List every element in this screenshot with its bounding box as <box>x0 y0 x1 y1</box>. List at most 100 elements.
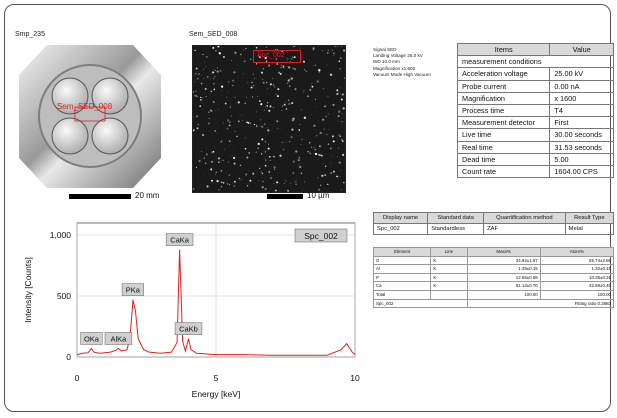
cell: 1.32±0.15 <box>539 264 615 274</box>
col-header: Line <box>430 247 468 257</box>
sem-speck <box>239 53 242 56</box>
y-tick-label: 1,000 <box>50 230 72 240</box>
sem-speck <box>299 165 302 169</box>
sem-speck <box>312 47 315 50</box>
table-row: Acceleration voltage 25.00 kV <box>456 67 614 81</box>
sem-speck <box>212 71 215 74</box>
sem-speck <box>292 46 293 48</box>
cell: ZAF <box>483 223 566 235</box>
sem-speck <box>220 140 222 142</box>
sem-speck <box>326 52 329 54</box>
sem-speck <box>233 71 236 74</box>
sem-speck <box>266 105 269 107</box>
stage-title: Smp_235 <box>15 31 45 38</box>
y-tick-label: 500 <box>57 291 71 301</box>
sem-speck <box>228 81 230 83</box>
sem-speck <box>340 87 342 89</box>
sem-speck <box>253 77 256 80</box>
table-row: Dead time 5.00 <box>456 152 614 166</box>
col-header: Value <box>549 42 614 57</box>
cell: P <box>372 272 432 283</box>
sem-speck <box>283 103 286 106</box>
x-axis-label: Energy [keV] <box>192 389 241 399</box>
sem-speck <box>314 105 316 107</box>
cell: T4 <box>549 103 614 118</box>
sem-speck <box>206 75 209 79</box>
sem-speck <box>277 128 279 130</box>
sem-speck <box>263 109 265 112</box>
sem-speck <box>255 124 257 126</box>
sem-speck <box>232 182 234 184</box>
sem-speck <box>322 87 324 89</box>
sem-speck <box>260 103 263 106</box>
cell: Metal <box>564 223 615 235</box>
sem-speck <box>261 153 263 155</box>
sem-speck <box>229 183 231 186</box>
sem-speck <box>203 69 205 70</box>
sem-speck <box>261 172 264 175</box>
sem-speck <box>199 105 202 108</box>
cell: K <box>430 255 468 266</box>
sem-speck <box>195 67 198 70</box>
sem-speck <box>206 185 209 188</box>
sem-speck <box>251 81 253 84</box>
sem-speck <box>300 109 302 111</box>
sem-speck <box>269 176 273 180</box>
sem-speck <box>292 173 294 175</box>
sem-speck <box>273 166 276 169</box>
cell: Ca <box>372 281 432 291</box>
sem-speck <box>321 174 324 177</box>
sem-speck <box>219 69 222 72</box>
sem-speck <box>331 135 334 138</box>
sem-speck <box>324 105 326 108</box>
sem-speck <box>247 82 249 84</box>
sem-speck <box>222 159 224 161</box>
sem-speck <box>205 55 208 58</box>
peak-label-box <box>165 233 194 246</box>
cell: 30.00 seconds <box>549 128 614 142</box>
sem-speck <box>338 161 341 164</box>
sem-speck <box>319 154 321 157</box>
sem-speck <box>290 58 293 60</box>
sem-speck <box>266 102 269 104</box>
sem-speck <box>260 119 261 121</box>
sem-speck <box>218 157 220 160</box>
sem-speck <box>267 129 270 132</box>
sem-speck <box>245 48 247 50</box>
sem-speck <box>331 49 334 51</box>
sem-speck <box>222 122 224 124</box>
sem-speck <box>288 99 290 101</box>
sem-speck <box>252 84 255 87</box>
sem-speck <box>222 55 225 59</box>
sem-speck <box>229 106 231 108</box>
sem-speck <box>228 91 229 93</box>
sem-speck <box>210 90 212 93</box>
sem-speck <box>279 128 281 130</box>
cell <box>430 289 468 300</box>
sem-speck <box>228 161 229 163</box>
sem-speck <box>317 153 320 156</box>
sem-speck <box>301 57 303 59</box>
sem-speck <box>272 107 274 108</box>
sem-speck <box>324 174 327 177</box>
sem-speck <box>277 88 280 91</box>
sem-speck <box>317 159 319 160</box>
sem-speck <box>269 160 271 161</box>
table-row: Total 100.00 100.00 <box>372 289 615 300</box>
sem-speck <box>248 152 250 154</box>
sem-speck <box>197 73 200 76</box>
sem-speck <box>246 96 247 98</box>
sem-speck <box>218 52 221 55</box>
sem-speck <box>207 111 210 114</box>
sem-speck <box>196 77 199 80</box>
sem-speck <box>333 52 335 55</box>
sem-speck <box>272 84 275 86</box>
sem-speck <box>255 63 258 65</box>
sem-speck <box>318 133 320 135</box>
sem-texture <box>193 46 345 192</box>
sem-speck <box>318 69 321 72</box>
sem-speck <box>339 67 342 70</box>
table-row: Measurement detector First <box>456 116 614 130</box>
sem-speck <box>239 164 242 167</box>
conditions-table: Items Value measurement conditions Accel… <box>456 42 614 179</box>
